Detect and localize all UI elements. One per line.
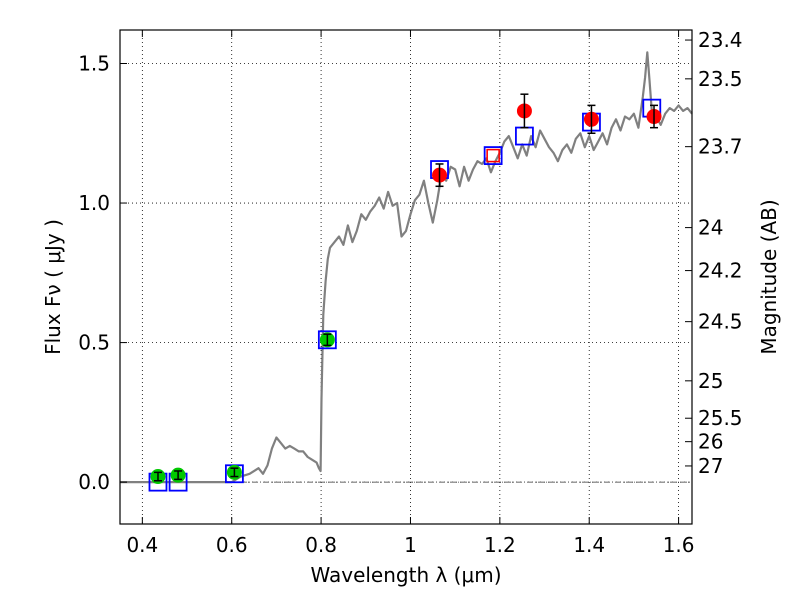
- right-tick-label: 24: [698, 216, 723, 240]
- y-axis-label: Flux Fν ( μJy ): [41, 219, 65, 355]
- plot-frame: [119, 29, 693, 525]
- right-tick-label: 27: [698, 454, 723, 478]
- y-tick-label: 1.5: [78, 51, 110, 75]
- model-photometry-square: [483, 146, 503, 165]
- grid-layer: [120, 30, 692, 524]
- y-tick-label: 0.0: [78, 470, 110, 494]
- sed-line-layer: [120, 51, 693, 484]
- x-tick-label: 0.8: [305, 533, 337, 557]
- y-axis-label-right: Magnitude (AB): [757, 199, 781, 354]
- points-layer: [148, 93, 662, 492]
- x-tick-label: 0.4: [126, 533, 158, 557]
- right-tick-label: 24.5: [698, 310, 743, 334]
- right-tick-label: 23.7: [698, 135, 743, 159]
- right-tick-label: 25.5: [698, 406, 743, 430]
- x-tick-label: 1.2: [484, 533, 516, 557]
- ticks-layer: 0.4 0.6 0.8 1 1.2 1.4 1.6 0.0 0.5 1.0 1.5 23.4 23.5 2…: [78, 28, 742, 557]
- y-tick-label: 0.5: [78, 331, 110, 355]
- x-axis-label: Wavelength λ (μm): [310, 563, 501, 587]
- sed-model-line: [120, 51, 693, 484]
- right-tick-label: 25: [698, 369, 723, 393]
- right-tick-label: 26: [698, 430, 723, 454]
- right-tick-label: 24.2: [698, 259, 743, 283]
- y-tick-label: 1.0: [78, 191, 110, 215]
- x-tick-label: 0.6: [216, 533, 248, 557]
- x-tick-label: 1.4: [573, 533, 605, 557]
- right-tick-label: 23.5: [698, 67, 743, 91]
- model-photometry-square: [317, 330, 337, 350]
- inner-square-marker: [486, 148, 500, 163]
- x-tick-label: 1: [404, 533, 417, 557]
- right-tick-label: 23.4: [698, 28, 743, 52]
- x-tick-label: 1.6: [663, 533, 695, 557]
